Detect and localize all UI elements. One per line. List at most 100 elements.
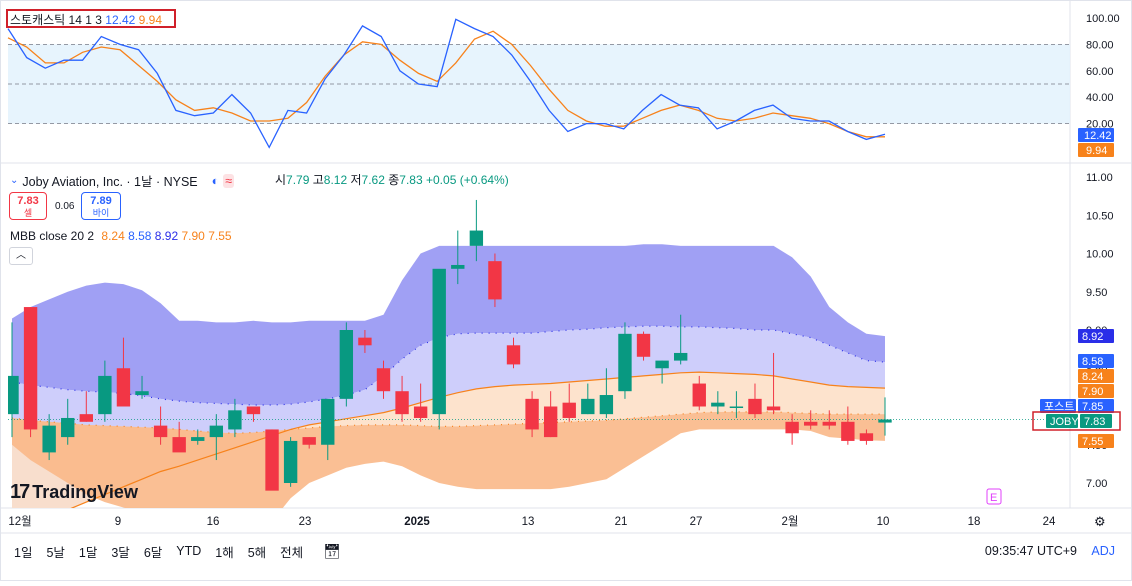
time-axis-label: 2월 <box>782 515 799 528</box>
adj-toggle[interactable]: ADJ <box>1091 544 1115 558</box>
buy-label: 바이 <box>92 208 110 218</box>
candle-body <box>469 230 484 246</box>
tag-symbol <box>1046 414 1078 428</box>
mbb-value-1: 8.58 <box>128 229 152 243</box>
candle-body <box>395 391 409 415</box>
candle-body <box>98 375 112 415</box>
candle-body <box>61 417 75 438</box>
stoch-axis-label: 40.00 <box>1086 92 1114 104</box>
time-axis-label: 10 <box>877 516 890 528</box>
candle-body <box>729 406 744 408</box>
candle-body <box>711 402 725 407</box>
collapse-legend-button[interactable]: ︿ <box>9 247 33 265</box>
candle-body <box>618 333 632 392</box>
candle-body <box>321 398 335 445</box>
stochastic-d-value: 9.94 <box>138 13 162 27</box>
sell-button[interactable]: 7.83 셀 <box>9 192 47 220</box>
stochastic-name: 스토캐스틱 <box>10 13 66 27</box>
period-1m[interactable]: 1달 <box>78 545 98 560</box>
period-6m[interactable]: 6달 <box>143 545 163 560</box>
period-ytd[interactable]: YTD <box>176 544 202 558</box>
tradingview-logo[interactable]: 17 TradingView <box>10 481 138 504</box>
candle-body <box>766 406 781 411</box>
chevron-up-icon: ︿ <box>16 250 26 261</box>
clock[interactable]: 09:35:47 UTC+9 <box>984 544 1077 558</box>
buy-price: 7.89 <box>90 195 112 207</box>
price-axis-label: 11.00 <box>1086 172 1113 184</box>
time-axis-label: 9 <box>115 516 121 528</box>
chevron-down-icon[interactable]: ⌄ <box>10 175 19 186</box>
ohlc-legend: 시7.79 고8.12 저7.62 종7.83 +0.05 (+0.64%) <box>275 171 509 188</box>
period-3m[interactable]: 3달 <box>111 545 130 560</box>
candle-body <box>673 352 688 361</box>
time-axis-label: 13 <box>522 516 535 528</box>
period-1y[interactable]: 1해 <box>215 545 234 560</box>
mbb-value-2: 8.92 <box>154 229 179 243</box>
tag-last-price <box>1080 414 1112 428</box>
mbb-value-3: 7.90 <box>181 229 205 243</box>
bb-lower-inner-band <box>12 372 885 508</box>
low-label: 저 <box>350 173 362 187</box>
tradingview-logo-icon: 17 <box>10 481 30 503</box>
tag-bb-mid-label: 8.58 <box>1082 356 1103 368</box>
candle-body <box>302 437 316 445</box>
bb-upper-band <box>12 244 885 405</box>
close-label: 종 <box>388 173 400 187</box>
stochastic-k-value: 12.42 <box>105 13 136 27</box>
candle-body <box>562 402 576 418</box>
candle-body <box>525 398 539 430</box>
candle-body <box>432 268 446 415</box>
candle-body <box>283 440 298 483</box>
tag-bb-upper-label: 8.92 <box>1082 331 1103 343</box>
candle-body <box>543 406 558 438</box>
mbb-legend[interactable]: MBB close 20 2 8.24 8.58 8.92 7.90 7.55 <box>10 229 232 243</box>
time-axis-label: 21 <box>615 516 628 528</box>
tag-bb-inner <box>1078 384 1114 398</box>
stoch-axis-label: 80.00 <box>1086 39 1114 51</box>
candle-body <box>841 421 855 441</box>
low-value: 7.62 <box>361 173 385 187</box>
tag-bb-lower-label: 7.55 <box>1082 436 1103 448</box>
tag-ma-label: 8.24 <box>1082 371 1103 383</box>
stoch-axis-label: 100.00 <box>1086 13 1120 25</box>
stochastic-legend[interactable]: 스토캐스틱 14 1 3 12.42 9.94 <box>6 9 176 28</box>
tag-bb-mid <box>1078 354 1114 368</box>
stochastic-params: 14 1 3 <box>68 13 102 27</box>
candle-body <box>451 264 465 269</box>
period-1d[interactable]: 1일 <box>14 545 33 560</box>
stoch-axis-label: 20.00 <box>1086 119 1114 131</box>
open-value: 7.79 <box>286 173 310 187</box>
tag-ma <box>1078 369 1114 383</box>
symbol-legend[interactable]: ⌄ Joby Aviation, Inc. · 1날 · NYSE ◐ ≈ <box>10 171 235 190</box>
candle-body <box>228 410 242 430</box>
period-5y[interactable]: 5해 <box>247 545 267 560</box>
period-all[interactable]: 전체 <box>280 545 304 560</box>
candle-body <box>42 425 56 453</box>
tag-bb-upper <box>1078 329 1114 343</box>
tag-post-price <box>1078 399 1114 413</box>
candle-body <box>878 419 892 423</box>
price-axis-label: 9.50 <box>1086 287 1107 299</box>
close-value: 7.83 <box>399 173 423 187</box>
candle-body <box>804 421 818 426</box>
period-5d[interactable]: 5날 <box>46 545 65 560</box>
calendar-icon[interactable]: 📅︎ <box>323 542 341 559</box>
last-price-highlight <box>1032 411 1121 431</box>
tradingview-logo-text: TradingView <box>32 482 138 502</box>
symbol-name: Joby Aviation, Inc. · 1날 · NYSE <box>22 175 198 189</box>
gear-icon[interactable]: ⚙ <box>1094 514 1106 529</box>
candle-body <box>636 333 651 357</box>
spread-value: 0.06 <box>55 201 75 212</box>
candle-body <box>599 395 614 415</box>
open-label: 시 <box>275 173 287 187</box>
high-value: 8.12 <box>323 173 348 187</box>
mbb-name: MBB close 20 2 <box>10 229 95 243</box>
buy-button[interactable]: 7.89 바이 <box>81 192 121 220</box>
tag-symbol-label: JOBY <box>1050 416 1079 428</box>
bb-lower-band <box>12 411 885 508</box>
time-axis-label: 27 <box>690 516 703 528</box>
candle-body <box>8 375 19 415</box>
candle-body <box>748 398 762 415</box>
